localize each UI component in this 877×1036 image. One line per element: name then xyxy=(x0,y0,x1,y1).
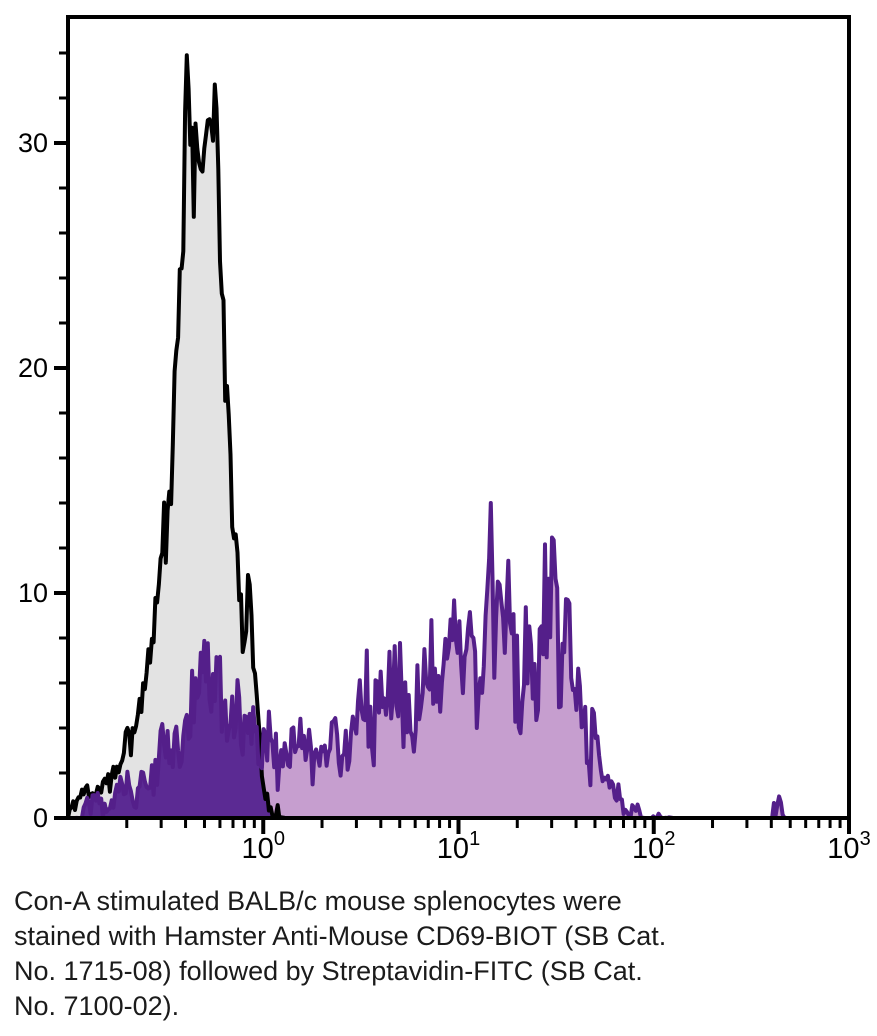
flow-histogram-chart: 0 10 20 30 100 101 102 103 xyxy=(18,15,871,865)
caption-line: Con-A stimulated BALB/c mouse splenocyte… xyxy=(14,886,622,916)
x-axis-tick-label: 101 xyxy=(437,828,480,865)
overlap-area xyxy=(68,640,849,818)
y-axis-tick-label: 20 xyxy=(18,353,48,383)
caption-line: No. 7100-02). xyxy=(14,991,180,1021)
caption-line: No. 1715-08) followed by Streptavidin-FI… xyxy=(14,956,643,986)
x-axis-tick-label: 103 xyxy=(827,828,870,865)
figure-caption: Con-A stimulated BALB/c mouse splenocyte… xyxy=(14,884,734,1024)
y-axis-tick-label: 30 xyxy=(18,128,48,158)
x-axis-tick-label: 102 xyxy=(632,828,675,865)
caption-line: stained with Hamster Anti-Mouse CD69-BIO… xyxy=(14,921,667,951)
x-axis-tick-label: 100 xyxy=(242,828,285,865)
control-area xyxy=(68,55,849,819)
y-axis-tick-label: 0 xyxy=(33,803,48,833)
y-axis-tick-label: 10 xyxy=(18,578,48,608)
